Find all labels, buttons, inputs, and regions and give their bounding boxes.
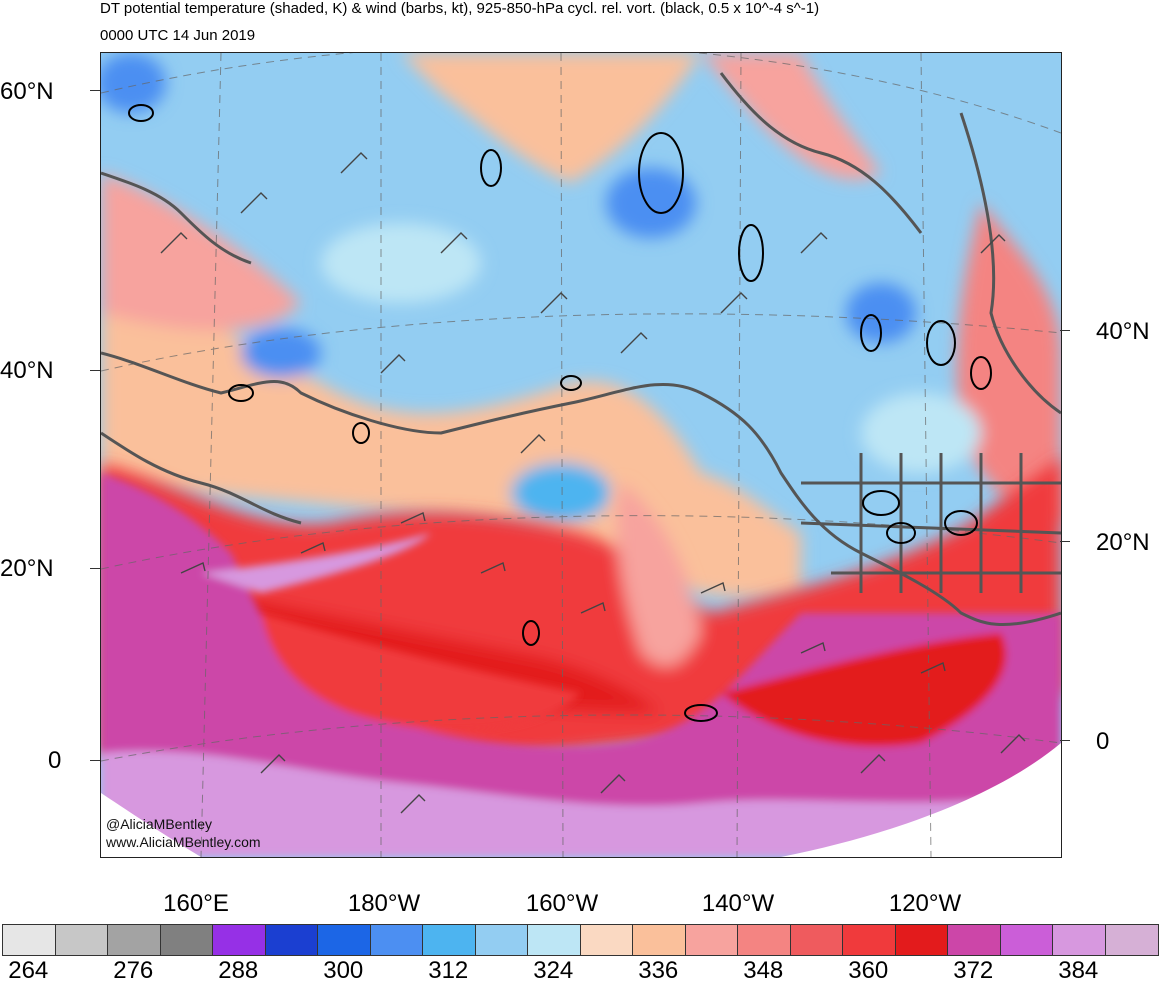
colorbar-label: 276 bbox=[113, 957, 154, 984]
colorbar-box bbox=[108, 925, 161, 955]
wind-barbs bbox=[160, 152, 1026, 814]
map-field bbox=[101, 53, 1061, 857]
colorbar-box bbox=[423, 925, 476, 955]
colorbar-box bbox=[55, 925, 108, 955]
shading-east-warm bbox=[957, 203, 1061, 523]
projection-edge bbox=[781, 743, 1061, 857]
map-panel bbox=[100, 52, 1062, 858]
colorbar-label: 348 bbox=[743, 957, 784, 984]
shading-cold-pool-1 bbox=[606, 168, 696, 238]
shading-cold-pool-2 bbox=[241, 328, 321, 378]
shading-cold-pool-5 bbox=[511, 463, 611, 523]
colorbar-box bbox=[633, 925, 686, 955]
colorbar-box bbox=[1105, 925, 1158, 955]
lat-tick bbox=[1060, 330, 1070, 331]
lon-label-120w: 120°W bbox=[888, 890, 962, 917]
colorbar-box bbox=[265, 925, 318, 955]
vorticity-contours bbox=[128, 104, 992, 722]
shading-peach-tongue bbox=[617, 483, 701, 667]
colorbar-box bbox=[318, 925, 371, 955]
lon-label-140w: 140°W bbox=[701, 890, 775, 917]
colorbar-box bbox=[475, 925, 528, 955]
shading-magenta bbox=[101, 473, 1061, 857]
shading-deep-red bbox=[221, 593, 661, 713]
coastlines bbox=[101, 72, 1061, 626]
colorbar-label: 264 bbox=[8, 957, 49, 984]
lat-tick bbox=[90, 90, 100, 91]
shading-cold-pool-4 bbox=[101, 53, 166, 113]
colorbar-box bbox=[213, 925, 266, 955]
colorbar-label: 372 bbox=[953, 957, 994, 984]
colorbar-box bbox=[1053, 925, 1106, 955]
lat-tick bbox=[90, 370, 100, 371]
colorbar-box bbox=[685, 925, 738, 955]
colorbar-label: 324 bbox=[533, 957, 574, 984]
shading-red-inner bbox=[261, 613, 581, 731]
lat-label-60n: 60°N bbox=[0, 78, 54, 105]
shading-peach-west bbox=[101, 173, 301, 331]
valid-time: 0000 UTC 14 Jun 2019 bbox=[100, 27, 256, 44]
shading-northeast-warm bbox=[701, 53, 881, 180]
lat-tick bbox=[90, 760, 100, 761]
shading-pale-1 bbox=[321, 223, 481, 303]
colorbar-label: 300 bbox=[323, 957, 364, 984]
credit-website: www.AliciaMBentley.com bbox=[106, 834, 261, 850]
colorbar-box bbox=[790, 925, 843, 955]
shading-peach-north bbox=[401, 53, 701, 183]
shading-cold-pool-3 bbox=[846, 283, 916, 343]
colorbar-box bbox=[738, 925, 791, 955]
lat-label-40n: 40°N bbox=[0, 357, 54, 384]
shading-red-east bbox=[721, 633, 1007, 747]
lat-label-right-20n: 20°N bbox=[1096, 529, 1150, 556]
colorbar-box bbox=[895, 925, 948, 955]
colorbar-box bbox=[370, 925, 423, 955]
colorbar-label: 384 bbox=[1058, 957, 1099, 984]
shading-pale-2 bbox=[861, 393, 981, 473]
colorbar-box bbox=[948, 925, 1001, 955]
lat-tick bbox=[1060, 541, 1070, 542]
lat-label-right-40n: 40°N bbox=[1096, 318, 1150, 345]
map-title: DT potential temperature (shaded, K) & w… bbox=[100, 0, 820, 17]
colorbar-box bbox=[160, 925, 213, 955]
lon-label-160e: 160°E bbox=[163, 890, 229, 917]
projection-edge-west bbox=[101, 793, 201, 857]
shading-lilac-1 bbox=[101, 750, 1061, 857]
colorbar bbox=[2, 924, 1159, 956]
shading-lilac-streak bbox=[201, 533, 431, 593]
lon-label-160w: 160°W bbox=[525, 890, 599, 917]
lat-tick bbox=[1060, 740, 1070, 741]
credit-twitter: @AliciaMBentley bbox=[106, 816, 213, 832]
lon-label-180w: 180°W bbox=[347, 890, 421, 917]
colorbar-box bbox=[843, 925, 896, 955]
lat-label-right-0: 0 bbox=[1096, 728, 1110, 755]
colorbar-label: 336 bbox=[638, 957, 679, 984]
colorbar-box bbox=[1000, 925, 1053, 955]
lat-label-0: 0 bbox=[48, 747, 62, 774]
colorbar-label: 360 bbox=[848, 957, 889, 984]
colorbar-box bbox=[3, 925, 56, 955]
colorbar-label: 288 bbox=[218, 957, 259, 984]
lat-tick bbox=[90, 568, 100, 569]
colorbar-box bbox=[528, 925, 581, 955]
colorbar-label: 312 bbox=[428, 957, 469, 984]
lat-label-20n: 20°N bbox=[0, 555, 54, 582]
colorbar-box bbox=[580, 925, 633, 955]
